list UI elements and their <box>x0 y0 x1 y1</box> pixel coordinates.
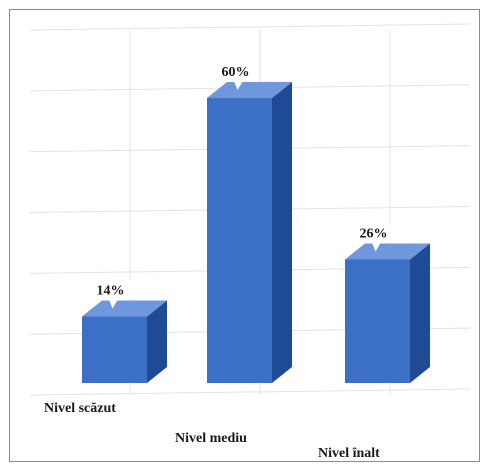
bar-side <box>147 300 167 383</box>
value-label: 60% <box>215 62 256 90</box>
bar <box>207 82 292 383</box>
bar-front <box>345 259 410 383</box>
value-label-text: 26% <box>360 227 388 242</box>
bar-top <box>82 300 167 317</box>
bars <box>82 82 430 383</box>
grid-line-h <box>29 23 471 31</box>
bar-front <box>82 316 147 383</box>
bar <box>82 300 167 383</box>
bar-side <box>410 243 430 383</box>
category-labels: Nivel scăzut Nivel mediu Nivel înalt <box>44 401 380 461</box>
category-label: Nivel scăzut <box>44 401 116 416</box>
bar-side <box>272 82 292 383</box>
bar-front <box>207 98 272 383</box>
bar-top <box>345 243 430 260</box>
bar-top <box>207 82 292 98</box>
value-label: 14% <box>90 280 131 309</box>
value-label-text: 14% <box>97 284 125 299</box>
bar <box>345 243 430 383</box>
value-labels: 14% 60% 26% <box>90 62 394 309</box>
category-label: Nivel mediu <box>175 431 247 446</box>
grid-line-h <box>29 388 471 396</box>
category-label: Nivel înalt <box>318 446 380 461</box>
value-label: 26% <box>353 223 394 252</box>
value-label-text: 60% <box>222 65 250 80</box>
